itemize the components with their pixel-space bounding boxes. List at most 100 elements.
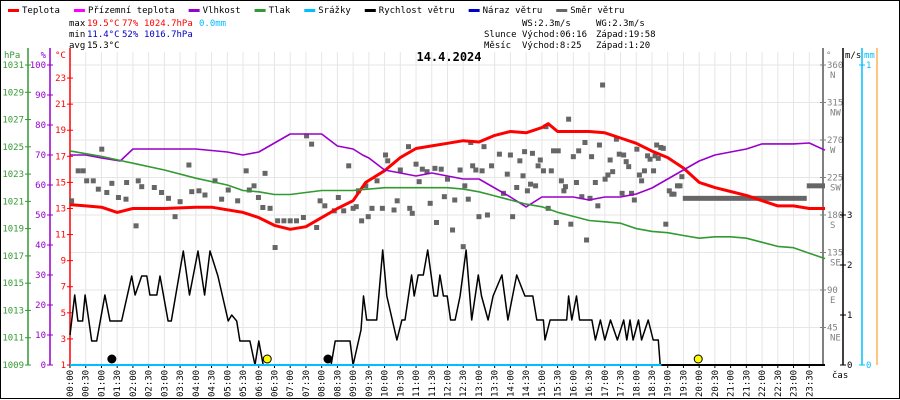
humidity-tick-label: 60: [35, 181, 46, 191]
direction-point: [522, 149, 528, 155]
pressure-axis-unit: hPa: [4, 51, 20, 61]
direction-axis-unit: °: [826, 51, 831, 61]
direction-point: [350, 205, 356, 211]
x-tick-label: 15:00: [538, 370, 548, 397]
pressure-tick-label: 1027: [2, 116, 24, 126]
x-tick-label: 18:30: [648, 370, 658, 397]
stats-max-temp: 19.5°C: [87, 19, 120, 29]
compass-label: SE: [830, 259, 841, 269]
direction-point: [473, 167, 479, 173]
temperature-tick-label: 17: [55, 152, 66, 162]
direction-point: [243, 168, 249, 174]
direction-point: [427, 200, 433, 206]
x-tick-label: 04:30: [208, 370, 218, 397]
direction-point: [537, 157, 543, 163]
direction-point: [99, 146, 105, 152]
direction-segment: [682, 195, 807, 201]
direction-point: [587, 195, 593, 201]
direction-point: [655, 155, 661, 161]
x-tick-label: 07:00: [286, 370, 296, 397]
direction-point: [202, 192, 208, 198]
direction-point: [413, 161, 419, 167]
pressure-tick-label: 1025: [2, 143, 24, 153]
wind-tick-label: 0: [847, 361, 852, 371]
temperature-tick-label: 23: [55, 74, 66, 84]
direction-point: [139, 184, 145, 190]
legend-label: Směr větru: [570, 6, 624, 16]
humidity-tick-label: 10: [35, 331, 46, 341]
x-tick-label: 14:00: [506, 370, 516, 397]
temperature-tick-label: 13: [55, 204, 66, 214]
temperature-tick-label: 21: [55, 100, 66, 110]
x-tick-label: 17:00: [601, 370, 611, 397]
direction-point: [589, 154, 595, 160]
direction-point: [641, 168, 647, 174]
direction-point: [613, 136, 619, 142]
compass-label: S: [830, 221, 835, 231]
direction-point: [470, 163, 476, 169]
x-tick-label: 02:30: [145, 370, 155, 397]
humidity-axis-unit: %: [41, 51, 47, 61]
stats-block: max 19.5°C 77% 1024.7hPa 0.0mm min 11.4°…: [69, 19, 226, 51]
stats-min-humidity: 52%: [122, 30, 139, 40]
legend-swatch: [188, 9, 200, 12]
direction-point: [314, 225, 320, 230]
direction-point: [419, 166, 425, 172]
direction-point: [631, 197, 637, 203]
x-tick-label: 21:00: [727, 370, 737, 397]
direction-point: [677, 183, 683, 189]
direction-point: [246, 187, 252, 193]
wind-gust-max: WG:2.3m/s: [596, 19, 645, 29]
direction-point: [551, 148, 557, 154]
x-tick-label: 12:00: [444, 370, 454, 397]
temperature-tick-label: 1: [61, 361, 66, 371]
direction-point: [592, 180, 598, 185]
x-tick-label: 18:00: [632, 370, 642, 397]
direction-point: [496, 151, 502, 157]
pressure-tick-label: 1029: [2, 88, 24, 98]
direction-point: [433, 220, 439, 225]
x-tick-label: 02:00: [129, 370, 139, 397]
direction-point: [151, 185, 157, 190]
legend-swatch: [254, 9, 266, 12]
sunrise-time: Východ:06:16: [522, 30, 587, 40]
legend-label: Teplota: [22, 6, 60, 16]
x-tick-label: 00:00: [66, 370, 76, 397]
direction-point: [619, 190, 625, 196]
direction-point: [267, 205, 273, 211]
direction-point: [212, 178, 218, 184]
x-tick-label: 08:00: [318, 370, 328, 397]
stats-min-label: min: [69, 30, 85, 40]
direction-point: [394, 198, 400, 204]
rain-axis-unit: mm: [864, 51, 875, 61]
direction-point: [272, 245, 278, 250]
plot-area: [69, 82, 826, 366]
direction-point: [432, 165, 438, 171]
wind-speed-max: WS:2.3m/s: [522, 19, 571, 29]
direction-point: [225, 187, 231, 193]
direction-point: [189, 189, 195, 195]
x-tick-label: 06:30: [270, 370, 280, 397]
x-tick-label: 00:30: [82, 370, 92, 397]
direction-point: [262, 170, 268, 176]
moon-rise-marker: [323, 354, 333, 364]
direction-point: [636, 172, 642, 178]
direction-point: [165, 195, 171, 201]
direction-point: [445, 176, 450, 182]
stats-max-pressure: 1024.7hPa: [144, 19, 193, 29]
legend-swatch: [304, 9, 316, 12]
x-tick-label: 16:00: [569, 370, 579, 397]
x-tick-label: 20:30: [711, 370, 721, 397]
direction-point: [115, 195, 121, 200]
series-line-pressure: [69, 150, 826, 260]
direction-point: [504, 171, 510, 177]
astro-block: WS:2.3m/s WG:2.3m/s Slunce Východ:06:16 …: [484, 19, 656, 51]
direction-point: [548, 168, 554, 174]
direction-point: [573, 180, 579, 185]
pressure-tick-label: 1017: [2, 252, 24, 262]
direction-point: [374, 178, 380, 184]
direction-point: [391, 207, 397, 213]
stats-max-rain: 0.0mm: [199, 19, 226, 29]
sun-rise-marker: [262, 354, 272, 364]
stats-max-humidity: 77%: [122, 19, 139, 29]
